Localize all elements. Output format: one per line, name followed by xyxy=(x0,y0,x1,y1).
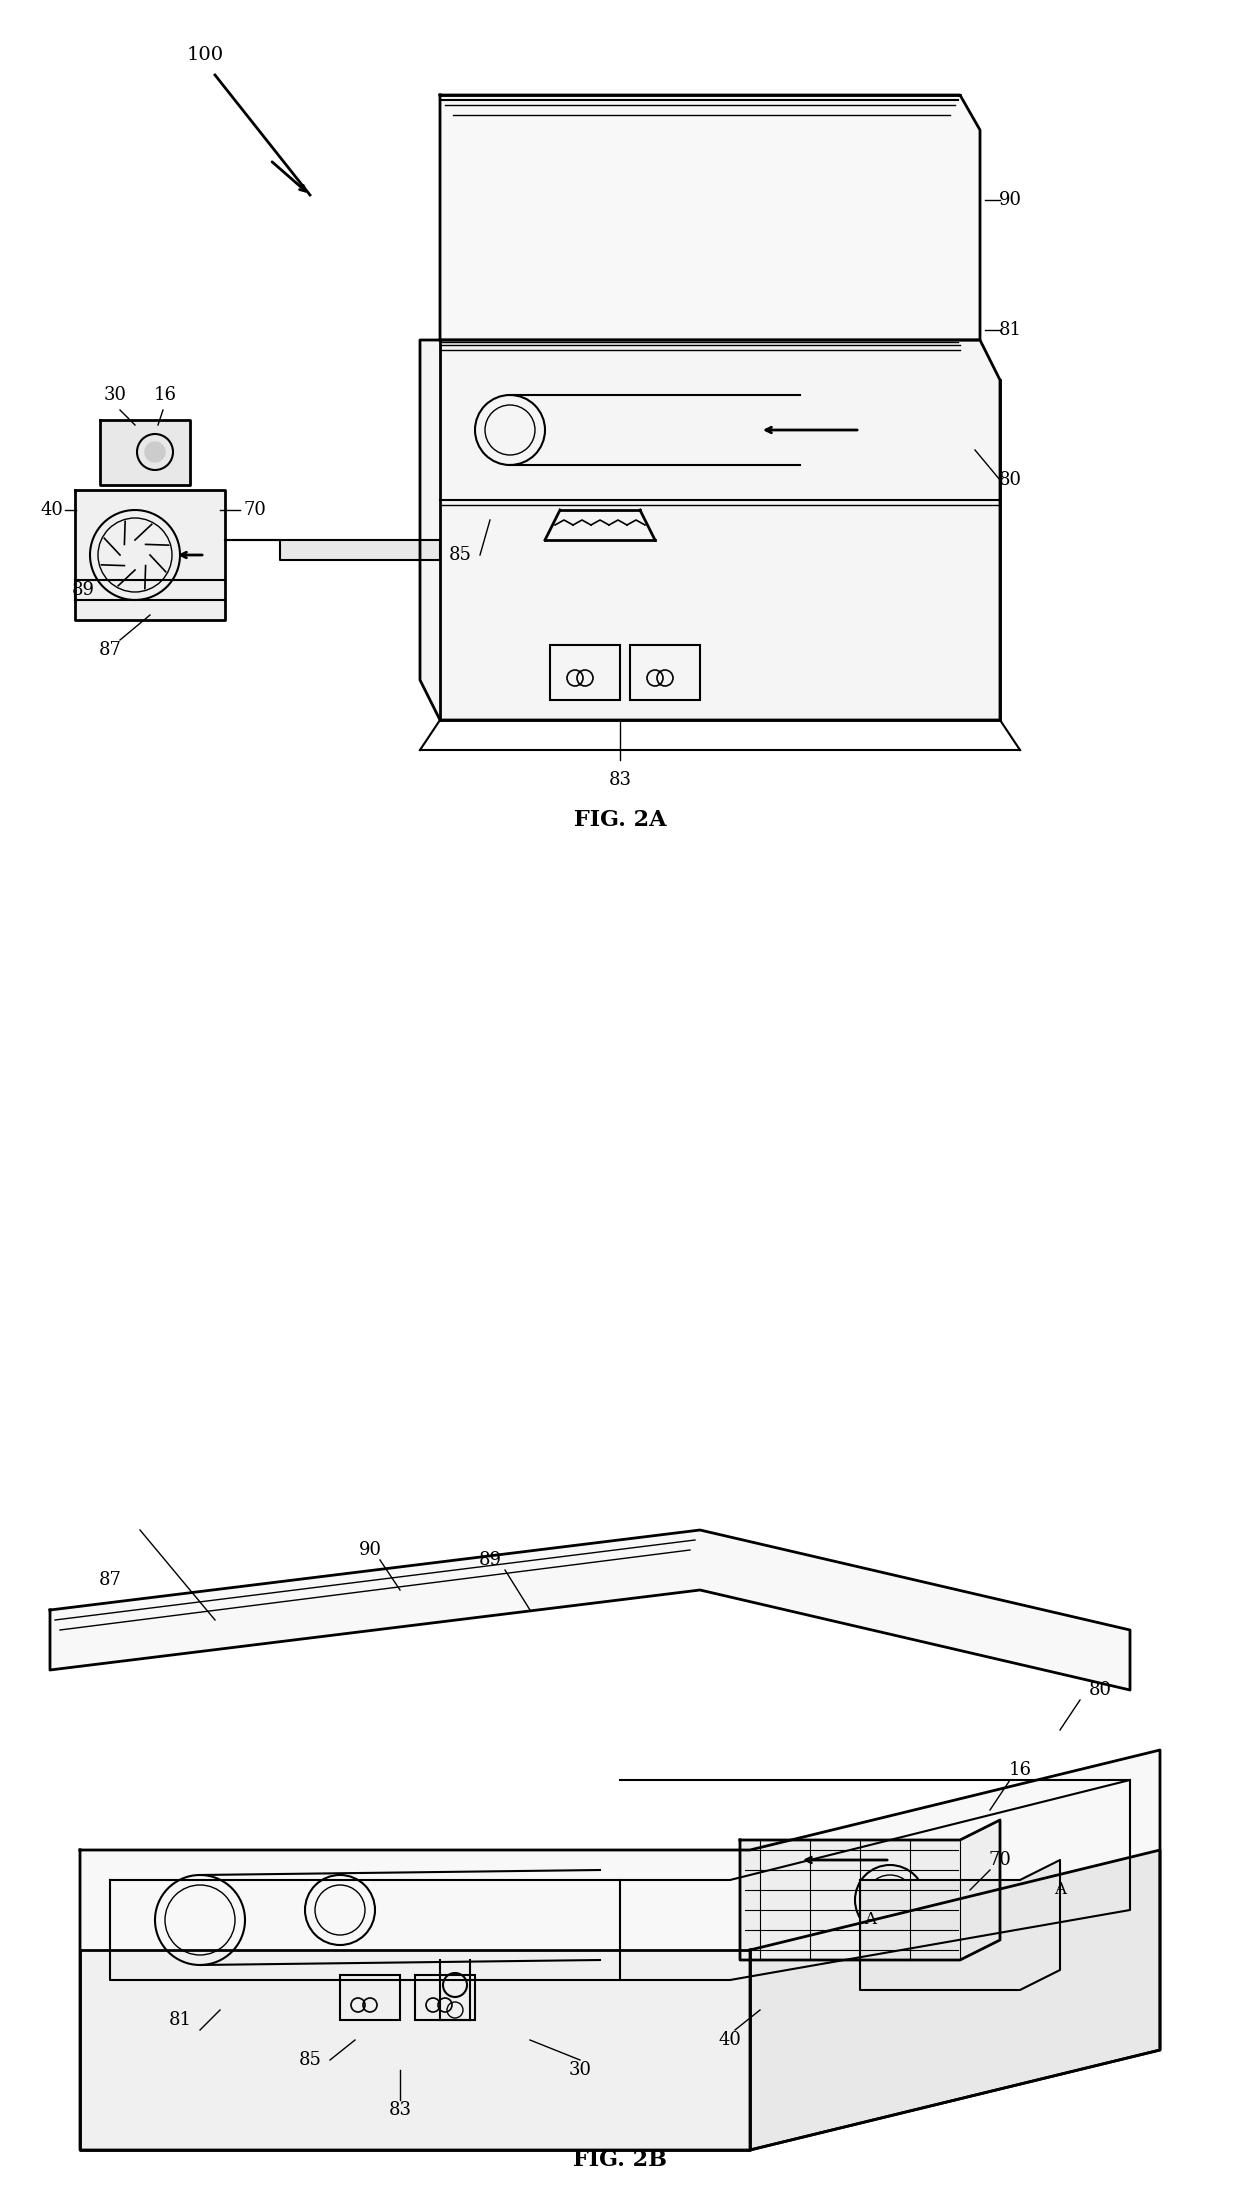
Text: FIG. 2A: FIG. 2A xyxy=(574,808,666,830)
Polygon shape xyxy=(100,420,190,484)
Polygon shape xyxy=(440,94,980,339)
Text: 89: 89 xyxy=(72,580,95,600)
Polygon shape xyxy=(224,541,440,561)
Text: 40: 40 xyxy=(718,2030,742,2050)
Polygon shape xyxy=(420,339,999,721)
Text: A: A xyxy=(1054,1881,1066,1899)
Text: 83: 83 xyxy=(609,771,631,788)
Text: 16: 16 xyxy=(1008,1761,1032,1778)
Text: 30: 30 xyxy=(568,2061,591,2078)
Text: 16: 16 xyxy=(154,385,176,403)
Text: 40: 40 xyxy=(41,502,63,519)
Text: 70: 70 xyxy=(243,502,267,519)
Text: 90: 90 xyxy=(998,191,1022,208)
Text: 87: 87 xyxy=(98,1570,122,1590)
Circle shape xyxy=(145,442,165,462)
Text: 81: 81 xyxy=(169,2010,191,2028)
Text: 85: 85 xyxy=(449,545,471,565)
Text: 81: 81 xyxy=(998,322,1022,339)
Polygon shape xyxy=(50,1531,1130,1691)
Text: 30: 30 xyxy=(103,385,126,403)
Text: 80: 80 xyxy=(1089,1682,1111,1699)
Bar xyxy=(630,646,701,701)
Text: 89: 89 xyxy=(479,1551,501,1568)
Bar xyxy=(551,646,620,701)
Text: 90: 90 xyxy=(358,1542,382,1559)
Polygon shape xyxy=(740,1820,999,1960)
Text: 83: 83 xyxy=(388,2100,412,2120)
Text: 80: 80 xyxy=(998,471,1022,488)
Polygon shape xyxy=(81,1949,750,2151)
Polygon shape xyxy=(861,1859,1060,1991)
Text: A: A xyxy=(864,1912,875,1929)
Bar xyxy=(415,1975,475,2019)
Polygon shape xyxy=(750,1851,1159,2151)
Text: 100: 100 xyxy=(186,46,223,64)
Polygon shape xyxy=(81,1750,1159,2151)
Text: 85: 85 xyxy=(299,2052,321,2070)
Polygon shape xyxy=(74,491,224,620)
Text: 70: 70 xyxy=(988,1851,1012,1868)
Text: 87: 87 xyxy=(98,642,122,659)
Bar xyxy=(340,1975,401,2019)
Text: FIG. 2B: FIG. 2B xyxy=(573,2148,667,2170)
